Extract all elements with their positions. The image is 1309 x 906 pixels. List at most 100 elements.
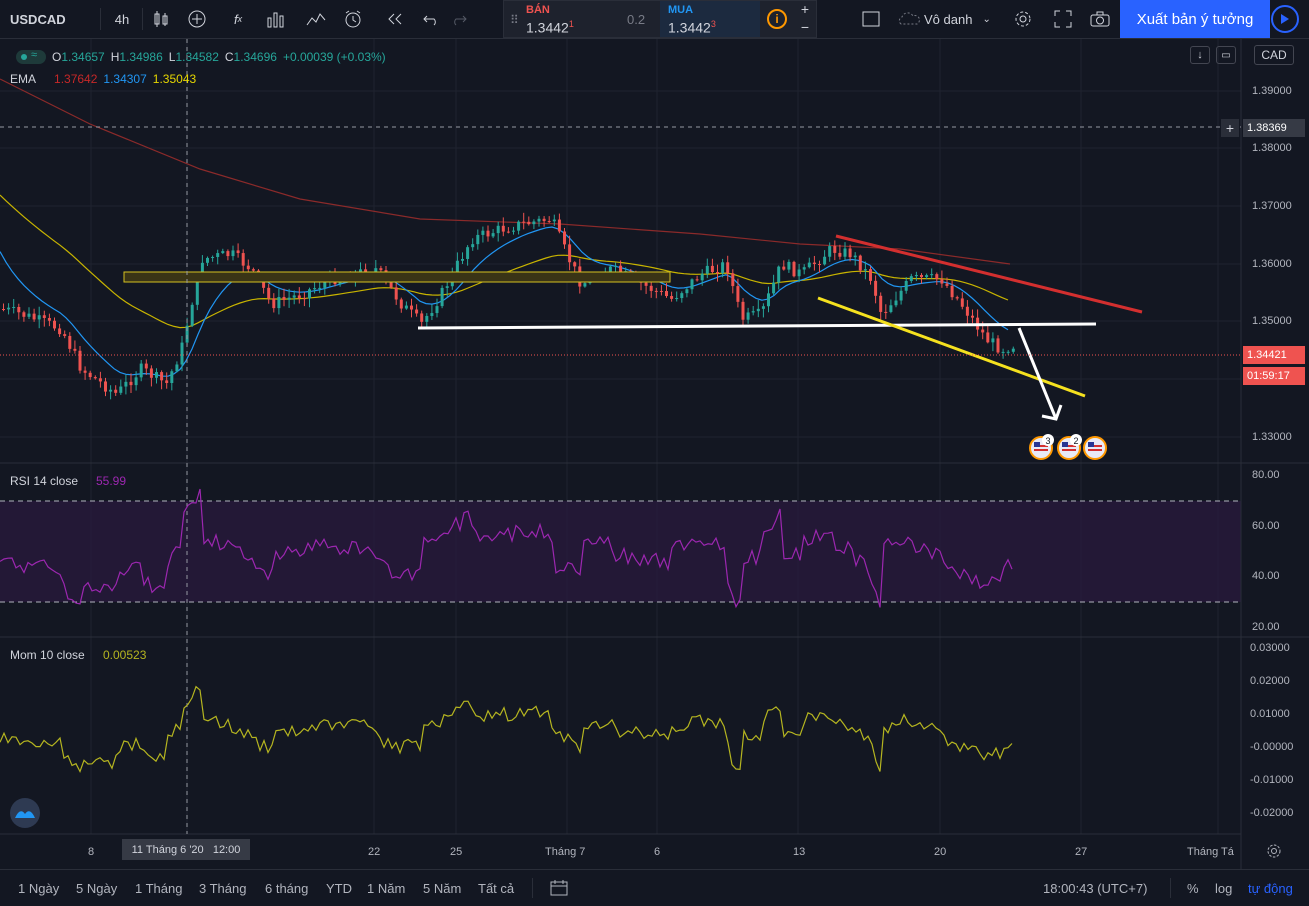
plus-button[interactable]: + (800, 1, 810, 17)
interval-selector[interactable]: 4h (114, 11, 130, 27)
strategy-icon[interactable] (303, 0, 329, 38)
arrow-head-icon (1041, 404, 1063, 421)
drag-handle-icon[interactable]: ⠿ (510, 13, 519, 27)
range-ytd[interactable]: YTD (326, 880, 352, 896)
publish-idea-button[interactable]: Xuất bản ý tưởng (1120, 0, 1270, 38)
undo-icon[interactable] (418, 0, 444, 38)
mom-title[interactable]: Mom 10 close (10, 648, 85, 662)
candle-body (272, 298, 276, 309)
goto-date-icon[interactable] (550, 870, 568, 906)
candle-body (695, 279, 699, 281)
candle-body (833, 246, 837, 253)
candle-body (828, 246, 832, 257)
candle-body (517, 221, 521, 231)
candle-body (379, 268, 383, 271)
rsi-value: 55.99 (96, 474, 127, 488)
candle-body (823, 256, 827, 265)
candle-body (741, 301, 745, 320)
range-1m[interactable]: 1 Tháng (135, 880, 183, 896)
info-icon[interactable]: i (767, 9, 787, 29)
support-line[interactable] (417, 322, 1097, 330)
fullscreen-icon[interactable] (1050, 0, 1076, 38)
minus-button[interactable]: − (800, 19, 810, 35)
range-3m[interactable]: 3 Tháng (199, 880, 247, 896)
replay-icon[interactable] (382, 0, 408, 38)
range-1y[interactable]: 1 Năm (367, 880, 406, 896)
scroll-down-icon[interactable]: ↓ (1190, 46, 1210, 64)
redo-icon[interactable] (446, 0, 472, 38)
camera-icon[interactable] (1087, 0, 1113, 38)
downtrend-line[interactable] (835, 234, 1143, 314)
chevron-down-icon: ⌄ (982, 13, 991, 25)
market-status-icon[interactable]: ≈ (16, 49, 46, 64)
candles-icon[interactable] (148, 0, 174, 38)
candle-body (863, 269, 867, 271)
lower-channel-line[interactable] (817, 296, 1086, 398)
compare-add-icon[interactable] (184, 0, 210, 38)
range-1d[interactable]: 1 Ngày (18, 880, 60, 896)
candle-body (389, 279, 393, 288)
range-6m[interactable]: 6 tháng (265, 880, 309, 896)
percent-scale-toggle[interactable]: % (1187, 880, 1199, 896)
clock-timezone[interactable]: 18:00:43 (UTC+7) (1043, 880, 1148, 896)
chart-canvas[interactable]: 3 2 (0, 39, 1309, 869)
resistance-zone-rect[interactable] (123, 271, 671, 283)
ema-legend[interactable]: EMA 1.37642 1.34307 1.35043 (10, 72, 196, 86)
add-alert-plus-icon[interactable]: + (1221, 119, 1239, 137)
economic-event-badges[interactable]: 3 2 (1029, 434, 1107, 460)
candle-body (746, 312, 750, 320)
range-all[interactable]: Tất cả (478, 880, 515, 896)
candle-body (277, 296, 281, 309)
candle-body (160, 372, 164, 381)
settings-gear-icon[interactable] (1010, 0, 1036, 38)
candle-body (466, 247, 470, 259)
range-5d[interactable]: 5 Ngày (76, 880, 118, 896)
forecast-arrow[interactable] (1017, 327, 1058, 420)
fullscreen-rect-icon[interactable] (858, 0, 884, 38)
divider (142, 8, 143, 30)
candle-body (27, 313, 31, 317)
alert-clock-icon[interactable] (340, 0, 366, 38)
layout-menu[interactable]: Vô danh ⌄ (896, 0, 1006, 38)
candle-body (874, 280, 878, 296)
candle-body (491, 233, 495, 237)
play-icon[interactable] (1271, 5, 1299, 33)
templates-icon[interactable] (262, 0, 288, 38)
low-label: L (168, 50, 176, 64)
buy-button[interactable]: MUA 1.34423 (660, 1, 760, 37)
ema-long-value: 1.37642 (54, 72, 98, 86)
sell-button[interactable]: BÁN 1.34421 (524, 1, 624, 37)
candle-body (522, 221, 526, 223)
axis-settings-gear-icon[interactable] (1266, 843, 1282, 862)
candle-body (206, 257, 209, 263)
candle-body (32, 313, 36, 320)
auto-scale-toggle[interactable]: tự động (1248, 880, 1293, 896)
us-flag-event-icon[interactable] (1083, 436, 1107, 460)
symbol-search[interactable]: USDCAD (10, 11, 66, 27)
maximize-pane-icon[interactable]: ▭ (1216, 46, 1236, 64)
candle-body (904, 280, 908, 291)
range-5y[interactable]: 5 Năm (423, 880, 462, 896)
tradingview-logo-icon[interactable] (10, 798, 40, 828)
candle-body (241, 253, 245, 266)
currency-button[interactable]: CAD (1254, 45, 1294, 65)
low-value: 1.34582 (175, 50, 219, 64)
candle-body (175, 364, 179, 372)
candle-body (415, 309, 419, 314)
log-scale-toggle[interactable]: log (1215, 880, 1233, 896)
candle-body (481, 230, 485, 235)
candle-body (787, 261, 791, 270)
candle-body (1001, 351, 1005, 353)
candle-body (2, 309, 5, 310)
rsi-title[interactable]: RSI 14 close (10, 474, 79, 488)
candle-body (991, 338, 995, 343)
legend-row: ≈ O 1.34657 H 1.34986 L 1.34582 C 1.34696 +0… (16, 49, 386, 64)
mom-tick: 0.01000 (1250, 708, 1290, 720)
buy-label: MUA (668, 4, 694, 16)
candle-body (675, 298, 679, 300)
candle-body (512, 230, 515, 232)
ema-mid-line (0, 194, 1009, 329)
candle-body (981, 329, 985, 333)
